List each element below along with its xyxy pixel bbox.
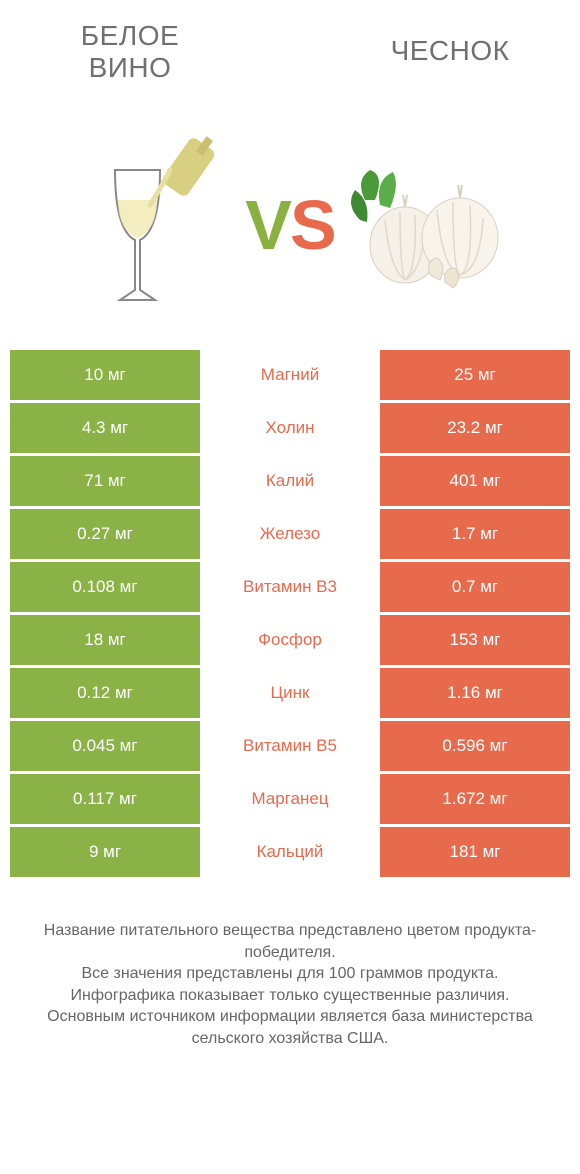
left-value: 71 мг [10,456,200,506]
table-row: 0.045 мгВитамин B50.596 мг [10,721,570,771]
left-value: 0.045 мг [10,721,200,771]
nutrient-name: Цинк [200,668,380,718]
right-product-image [345,130,515,320]
vs-v: V [245,186,290,264]
left-value: 0.117 мг [10,774,200,824]
nutrient-name: Марганец [200,774,380,824]
footnote-line4: Основным источником информации является … [47,1008,533,1047]
nutrient-name: Витамин B3 [200,562,380,612]
table-row: 0.27 мгЖелезо1.7 мг [10,509,570,559]
nutrient-name: Магний [200,350,380,400]
left-value: 0.108 мг [10,562,200,612]
left-title-line2: вино [89,52,172,83]
garlic-icon [345,150,515,300]
right-value: 1.672 мг [380,774,570,824]
nutrient-name: Калий [200,456,380,506]
right-value: 23.2 мг [380,403,570,453]
table-row: 71 мгКалий401 мг [10,456,570,506]
wine-glass-icon [75,130,225,320]
comparison-table: 10 мгМагний25 мг4.3 мгХолин23.2 мг71 мгК… [0,350,580,877]
table-row: 10 мгМагний25 мг [10,350,570,400]
left-title-line1: Белое [81,20,179,51]
nutrient-name: Кальций [200,827,380,877]
table-row: 18 мгФосфор153 мг [10,615,570,665]
nutrient-name: Витамин B5 [200,721,380,771]
nutrient-name: Холин [200,403,380,453]
vs-s: S [290,186,335,264]
left-product-title: Белое вино [30,20,230,84]
left-product-image [65,130,235,320]
table-row: 4.3 мгХолин23.2 мг [10,403,570,453]
table-row: 0.117 мгМарганец1.672 мг [10,774,570,824]
vs-label: VS [245,185,334,265]
left-value: 4.3 мг [10,403,200,453]
nutrient-name: Фосфор [200,615,380,665]
right-value: 181 мг [380,827,570,877]
right-value: 0.596 мг [380,721,570,771]
right-title: Чеснок [391,35,510,66]
left-value: 9 мг [10,827,200,877]
table-row: 0.108 мгВитамин B30.7 мг [10,562,570,612]
right-value: 0.7 мг [380,562,570,612]
footnote-line3: Инфографика показывает только существенн… [71,987,510,1004]
right-value: 25 мг [380,350,570,400]
header: Белое вино Чеснок [0,0,580,120]
right-value: 401 мг [380,456,570,506]
left-value: 18 мг [10,615,200,665]
image-row: VS [0,120,580,350]
left-value: 0.12 мг [10,668,200,718]
table-row: 0.12 мгЦинк1.16 мг [10,668,570,718]
right-value: 153 мг [380,615,570,665]
nutrient-name: Железо [200,509,380,559]
right-product-title: Чеснок [350,20,550,67]
table-row: 9 мгКальций181 мг [10,827,570,877]
footnote-line1: Название питательного вещества представл… [44,922,536,961]
left-value: 0.27 мг [10,509,200,559]
right-value: 1.7 мг [380,509,570,559]
left-value: 10 мг [10,350,200,400]
footnote-line2: Все значения представлены для 100 граммо… [81,965,498,982]
right-value: 1.16 мг [380,668,570,718]
footnote: Название питательного вещества представл… [0,880,580,1050]
